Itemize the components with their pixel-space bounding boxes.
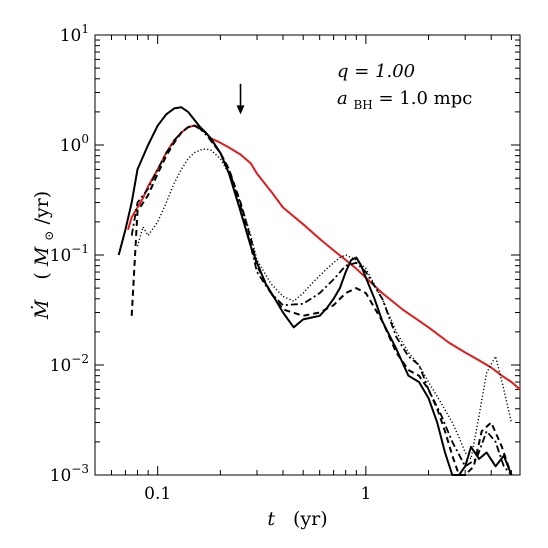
y-tick-exponent: −3 (71, 462, 89, 476)
y-tick-label: 101 (60, 22, 89, 46)
y-tick-base: 10 (60, 26, 82, 46)
annotation-q: q = 1.00 (337, 61, 415, 82)
y-tick-label: 10−1 (50, 242, 89, 266)
marker-arrow-head (236, 105, 245, 115)
y-tick-label: 10−3 (50, 462, 89, 486)
annotation-a-value: = 1.0 mpc (379, 88, 473, 109)
y-tick-exponent: 1 (81, 22, 89, 36)
x-tick-label: 0.1 (144, 484, 171, 504)
y-tick-base: 10 (50, 466, 72, 486)
series-line-red-solid (127, 124, 521, 391)
x-axis-label: t (yr) (267, 508, 327, 530)
annotation-a-sub: BH (353, 98, 372, 112)
annotation-a-prefix: a (337, 88, 348, 109)
y-tick-base: 10 (50, 356, 72, 376)
series-layer (117, 106, 521, 476)
y-axis-unit-sub: ⊙ (42, 231, 56, 241)
y-tick-base: 10 (50, 246, 72, 266)
series-line-black-dashdot (130, 124, 513, 476)
y-axis-unit-rest: /yr) (31, 191, 53, 225)
y-tick-label: 100 (60, 132, 89, 156)
y-tick-exponent: 0 (81, 132, 89, 146)
x-axis-symbol: t (267, 508, 275, 530)
y-tick-exponent: −1 (71, 242, 89, 256)
series-line-black-dashed (130, 124, 513, 476)
y-tick-exponent: −2 (71, 352, 89, 366)
y-tick-label: 10−2 (50, 352, 89, 376)
axis-ticks (94, 34, 520, 476)
y-axis-symbol: Ṁ (30, 299, 53, 320)
annotation-a-bh: a BH = 1.0 mpc (337, 88, 472, 114)
marker-arrow (236, 83, 245, 115)
x-axis-unit: (yr) (293, 508, 328, 530)
series-line-black-solid (117, 106, 513, 476)
y-axis-label: Ṁ ( M ⊙ /yr) (30, 191, 58, 320)
series-line-black-dotted (136, 148, 513, 460)
y-axis-unit-open: ( (31, 272, 53, 279)
x-tick-label: 1 (360, 484, 371, 504)
y-tick-base: 10 (60, 136, 82, 156)
y-axis-unit-main: M (31, 246, 53, 267)
